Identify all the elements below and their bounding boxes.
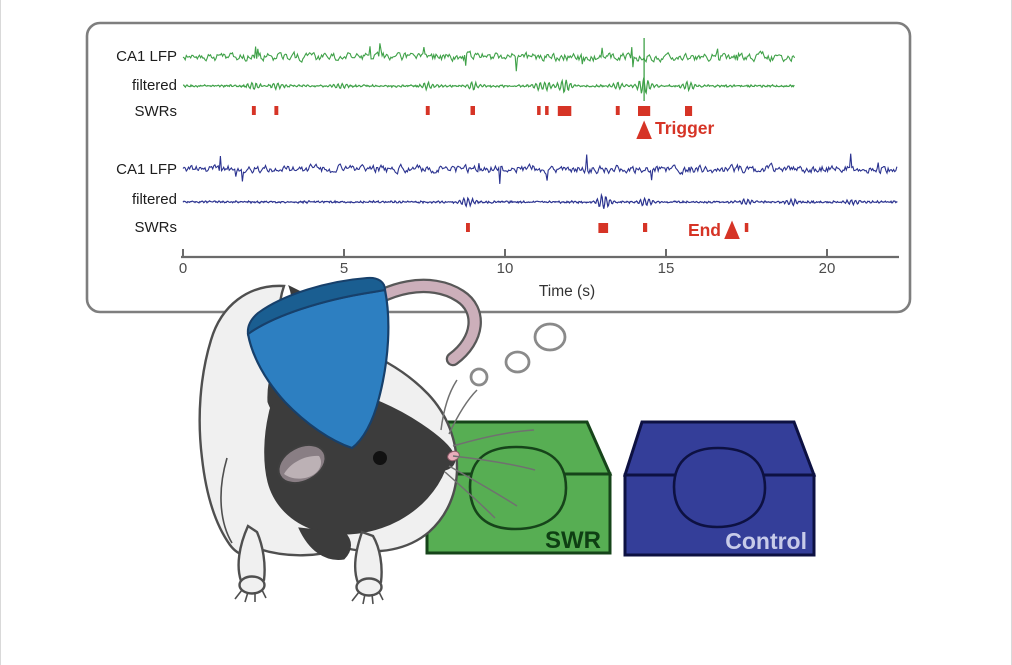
thought-bubbles [469, 322, 567, 387]
swr-event-marker [425, 106, 430, 115]
whisker [452, 455, 536, 471]
rat-ear-inner [284, 455, 321, 479]
head-implant-cone-rim [246, 276, 387, 336]
swr-event-marker [537, 106, 541, 115]
swr-rat-lfp-label: CA1 LFP [116, 48, 177, 65]
control-rat-filtered-label: filtered [132, 191, 177, 208]
rat-whiskers [440, 379, 536, 519]
thought-bubble-medium [504, 350, 531, 374]
whisker [452, 429, 535, 447]
swr-event-marker [545, 106, 549, 115]
swr-event-marker [643, 223, 648, 232]
swr-rat-traces [182, 38, 796, 101]
control-rat-filtered-trace [182, 192, 898, 209]
end-label: End [688, 220, 721, 240]
rat-front-legs [234, 524, 384, 605]
rat-right-paw [355, 577, 383, 597]
control-rat-ca1-lfp-trace [182, 153, 898, 184]
axis-tick-label: 0 [179, 260, 187, 277]
swr-event-marker [598, 223, 609, 233]
thought-bubble-large [533, 322, 567, 352]
swr-rat-ca1-lfp-trace [182, 43, 796, 72]
time-axis-label: Time (s) [539, 283, 595, 300]
rat-illustration [198, 276, 536, 605]
swr-box-well-opening [468, 445, 568, 531]
swr-rat-swrs-label: SWRs [135, 103, 178, 120]
time-axis: 0 5 10 15 20 [179, 249, 899, 277]
end-arrow-icon [724, 220, 740, 239]
axis-tick-label: 5 [340, 260, 348, 277]
whisker [444, 471, 496, 519]
rat-left-toes [234, 589, 267, 603]
swr-event-marker [274, 106, 279, 115]
swr-rat-filtered-label: filtered [132, 77, 177, 94]
thought-bubble-small [469, 367, 489, 387]
axis-tick-label: 10 [497, 260, 514, 277]
control-rat-swrs-label: SWRs [135, 219, 178, 236]
axis-tick-label: 20 [819, 260, 836, 277]
swr-rat-filtered-trace [182, 77, 795, 95]
swr-event-marker [557, 106, 572, 116]
rat-right-toes [351, 591, 384, 605]
control-box: Control [622, 420, 817, 557]
control-box-label: Control [725, 528, 807, 554]
swr-event-marker [470, 106, 475, 115]
whisker [440, 379, 458, 431]
swr-event-markers [251, 106, 749, 239]
swr-box-label: SWR [545, 527, 601, 554]
trigger-arrow-icon [636, 120, 652, 139]
rat-haunch-crease [220, 457, 233, 544]
swr-event-marker [466, 223, 470, 232]
control-rat-lfp-label: CA1 LFP [116, 161, 177, 178]
control-box-well-opening [672, 446, 767, 529]
rat-eye [373, 451, 387, 465]
swr-event-marker [638, 106, 651, 116]
swr-event-marker [744, 223, 749, 232]
trigger-label: Trigger [655, 118, 715, 138]
axis-tick-label: 15 [658, 260, 675, 277]
swr-event-marker [685, 106, 693, 116]
whisker [448, 465, 518, 507]
control-rat-traces [182, 153, 898, 209]
rat-chest [298, 527, 351, 560]
whisker [448, 389, 478, 435]
rat-left-paw [238, 575, 266, 595]
swr-event-marker [615, 106, 620, 115]
swr-event-marker [251, 106, 256, 115]
